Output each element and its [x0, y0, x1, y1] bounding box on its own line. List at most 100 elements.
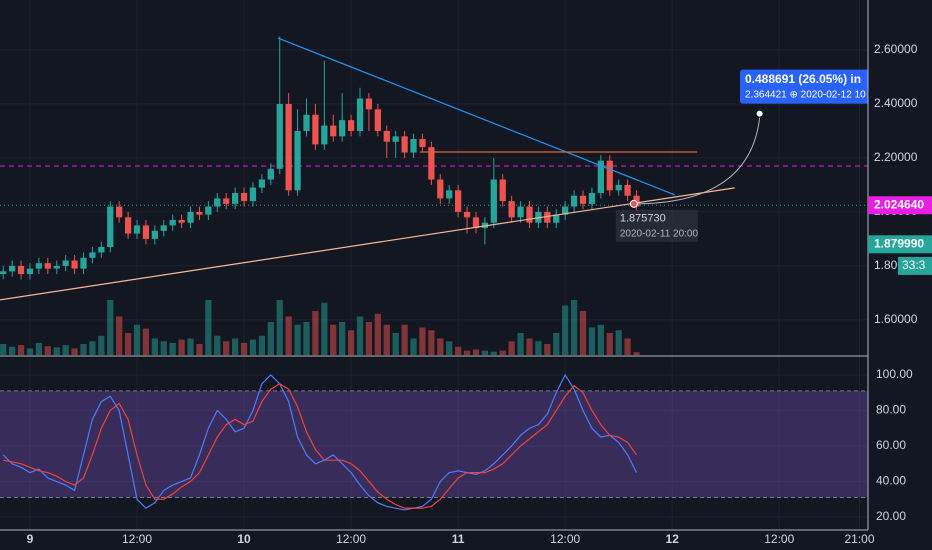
y-tick-label: 2.40000: [874, 96, 918, 110]
volume-bar: [455, 346, 462, 355]
volume-bar: [446, 341, 453, 355]
volume-bar: [276, 300, 283, 355]
candle-body: [294, 130, 301, 191]
volume-bar: [499, 350, 506, 355]
candle-body: [133, 225, 141, 234]
trend-line: [0, 187, 735, 301]
candle-body: [624, 184, 631, 196]
candle-body: [214, 198, 221, 207]
volume-bar: [142, 328, 150, 355]
projection-end: [756, 110, 763, 117]
candle-body: [71, 260, 78, 269]
marker-date: 2020-02-11 20:00: [620, 228, 699, 239]
volume-bar: [579, 311, 587, 355]
volume-bar: [526, 338, 533, 355]
trend-line: [277, 37, 676, 196]
candle-body: [98, 247, 105, 253]
candle-body: [490, 179, 497, 223]
volume-bar: [214, 335, 221, 355]
callout-subtext: 2.364421 ⊕ 2020-02-12 10: [745, 89, 866, 100]
volume-bar: [437, 338, 444, 355]
volume-bar: [71, 348, 78, 355]
candle-body: [169, 220, 176, 226]
volume-bar: [624, 338, 631, 355]
candle-body: [303, 114, 310, 131]
stoch-band: [0, 390, 868, 498]
candle-body: [347, 120, 355, 131]
volume-bar: [347, 330, 355, 355]
x-tick-label: 21:00: [845, 532, 875, 546]
candle-body: [374, 109, 381, 131]
stoch-tick-label: 80.00: [876, 403, 906, 417]
candle-body: [258, 179, 266, 188]
volume-bar: [249, 339, 257, 355]
candle-body: [437, 179, 444, 199]
candle-body: [232, 193, 239, 204]
countdown: 33:3: [902, 258, 926, 272]
candle-body: [196, 211, 203, 215]
candle-body: [312, 114, 319, 145]
volume-bar: [553, 333, 560, 355]
volume-bar: [26, 348, 34, 355]
volume-bar: [481, 350, 489, 355]
volume-bar: [151, 338, 158, 355]
x-tick-label: 12:00: [764, 532, 794, 546]
stoch-d: [3, 383, 638, 509]
volume-bar: [508, 341, 515, 355]
volume-bar: [160, 341, 167, 355]
stoch-tick-label: 40.00: [876, 474, 906, 488]
candle-body: [526, 206, 533, 223]
volume-bar: [597, 324, 604, 355]
x-tick-label: 12:00: [122, 532, 152, 546]
volume-bar: [0, 344, 7, 355]
x-tick-label: 12:00: [550, 532, 580, 546]
volume-bar: [472, 349, 480, 355]
candle-body: [517, 206, 524, 218]
candle-body: [383, 130, 390, 142]
candle-body: [285, 103, 292, 191]
candle-body: [0, 271, 7, 275]
callout-box: [740, 69, 872, 104]
volume-bar: [410, 338, 417, 355]
x-tick-label: 10: [237, 532, 251, 546]
volume-bar: [187, 338, 194, 355]
volume-bar: [107, 300, 114, 355]
volume-bar: [383, 324, 390, 355]
candle-body: [392, 136, 399, 142]
candle-body: [570, 195, 578, 207]
candle-body: [178, 220, 185, 223]
candle-body: [205, 206, 212, 215]
volume-bar: [517, 333, 524, 355]
candle-body: [142, 225, 150, 239]
volume-bar: [9, 346, 16, 355]
candle-body: [53, 265, 60, 269]
candle-body: [579, 195, 587, 204]
candle-body: [606, 160, 613, 191]
volume-bar: [562, 305, 569, 355]
volume-bar: [196, 344, 203, 355]
candle-body: [463, 211, 471, 218]
volume-bar: [330, 324, 337, 355]
volume-bar: [205, 300, 212, 355]
volume-bar: [321, 302, 328, 355]
volume-bar: [53, 347, 60, 355]
candle-body: [17, 265, 25, 275]
candle-body: [410, 139, 417, 153]
volume-bar: [258, 335, 266, 355]
volume-bar: [401, 324, 408, 355]
volume-bar: [339, 322, 346, 355]
candle-body: [321, 125, 328, 145]
volume-bar: [294, 324, 301, 355]
projection-arrow: [633, 117, 761, 205]
volume-bar: [17, 345, 25, 355]
volume-bar: [178, 339, 185, 355]
volume-bar: [428, 330, 435, 355]
candle-body: [597, 160, 604, 194]
candle-body: [553, 214, 560, 223]
volume-bar: [133, 324, 141, 355]
candle-body: [544, 211, 551, 223]
candle-body: [187, 211, 194, 223]
candle-body: [276, 103, 283, 169]
volume-bar: [285, 316, 292, 355]
candle-body: [419, 139, 426, 148]
